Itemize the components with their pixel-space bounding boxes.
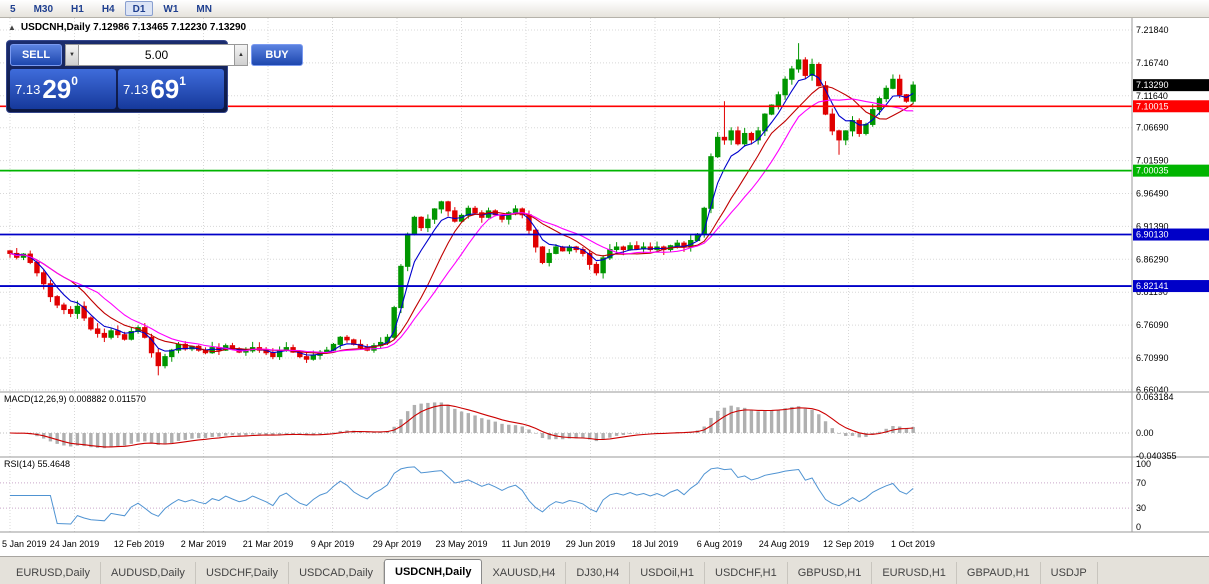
volume-input[interactable] xyxy=(79,44,234,66)
svg-text:7.11640: 7.11640 xyxy=(1136,91,1168,101)
chart-tab-usdjp[interactable]: USDJP xyxy=(1041,562,1098,584)
svg-text:12 Sep 2019: 12 Sep 2019 xyxy=(823,539,874,549)
timeframe-button-h1[interactable]: H1 xyxy=(71,4,84,15)
chart-tab-audusd-daily[interactable]: AUDUSD,Daily xyxy=(101,562,196,584)
chart-tab-eurusd-daily[interactable]: EURUSD,Daily xyxy=(6,562,101,584)
svg-text:18 Jul 2019: 18 Jul 2019 xyxy=(632,539,679,549)
svg-text:7.16740: 7.16740 xyxy=(1136,58,1169,68)
chart-symbol-label: USDCNH,Daily 7.12986 7.13465 7.12230 7.1… xyxy=(20,22,247,33)
svg-text:24 Aug 2019: 24 Aug 2019 xyxy=(759,539,810,549)
chart-tab-usdcnh-daily[interactable]: USDCNH,Daily xyxy=(384,559,483,584)
buy-price-prefix: 7.13 xyxy=(123,81,149,97)
volume-stepper: ▼ ▲ xyxy=(65,44,248,66)
timeframe-button-m30[interactable]: M30 xyxy=(33,4,54,15)
sell-price-point: 0 xyxy=(71,74,78,88)
svg-text:11 Jun 2019: 11 Jun 2019 xyxy=(502,539,551,549)
timeframe-toolbar: 5 M30 H1 H4 D1 W1 MN xyxy=(0,0,1209,18)
svg-text:6 Aug 2019: 6 Aug 2019 xyxy=(697,539,743,549)
timeframe-button-w1[interactable]: W1 xyxy=(163,4,179,15)
svg-text:7.21840: 7.21840 xyxy=(1136,25,1169,35)
chart-tab-usdcad-daily[interactable]: USDCAD,Daily xyxy=(289,562,385,584)
chart-tab-gbpaud-h1[interactable]: GBPAUD,H1 xyxy=(957,562,1041,584)
buy-price-display[interactable]: 7.13 69 1 xyxy=(118,69,224,109)
svg-text:21 Mar 2019: 21 Mar 2019 xyxy=(243,539,294,549)
svg-text:9 Apr 2019: 9 Apr 2019 xyxy=(311,539,355,549)
svg-text:0.063184: 0.063184 xyxy=(1136,392,1174,402)
svg-text:100: 100 xyxy=(1136,459,1151,469)
macd-indicator-label: MACD(12,26,9) 0.008882 0.011570 xyxy=(4,394,146,404)
buy-price-point: 1 xyxy=(179,74,186,88)
sell-price-pips: 29 xyxy=(42,74,72,104)
svg-text:30: 30 xyxy=(1136,503,1146,513)
svg-text:-0.040355: -0.040355 xyxy=(1136,451,1177,461)
chart-tabs-bar: EURUSD,Daily AUDUSD,Daily USDCHF,Daily USDC… xyxy=(0,556,1209,584)
sell-button[interactable]: SELL xyxy=(10,44,62,66)
chart-tab-eurusd-h1[interactable]: EURUSD,H1 xyxy=(872,562,957,584)
svg-text:70: 70 xyxy=(1136,478,1146,488)
timeframe-button-mn[interactable]: MN xyxy=(196,4,212,15)
chart-title: ▲ USDCNH,Daily 7.12986 7.13465 7.12230 7.… xyxy=(8,22,246,33)
svg-text:6.76090: 6.76090 xyxy=(1136,320,1169,330)
volume-increase-button[interactable]: ▲ xyxy=(234,44,248,66)
svg-text:29 Apr 2019: 29 Apr 2019 xyxy=(373,539,422,549)
svg-text:6.96490: 6.96490 xyxy=(1136,189,1169,199)
svg-text:6.90130: 6.90130 xyxy=(1136,230,1169,240)
svg-text:7.01590: 7.01590 xyxy=(1136,156,1169,166)
sell-price-display[interactable]: 7.13 29 0 xyxy=(10,69,116,109)
chart-tab-dj30-h4[interactable]: DJ30,H4 xyxy=(566,562,631,584)
buy-button[interactable]: BUY xyxy=(251,44,303,66)
svg-text:6.91390: 6.91390 xyxy=(1136,221,1169,231)
timeframe-button-d1[interactable]: D1 xyxy=(124,1,154,16)
chart-tab-usdchf-h1[interactable]: USDCHF,H1 xyxy=(705,562,788,584)
svg-text:0: 0 xyxy=(1136,522,1141,532)
timeframe-button-5[interactable]: 5 xyxy=(10,4,16,15)
trade-panel-collapse-icon[interactable]: ▲ xyxy=(8,23,16,32)
svg-text:6.82141: 6.82141 xyxy=(1136,281,1169,291)
volume-decrease-button[interactable]: ▼ xyxy=(65,44,79,66)
chart-tab-usdchf-daily[interactable]: USDCHF,Daily xyxy=(196,562,290,584)
chart-tab-gbpusd-h1[interactable]: GBPUSD,H1 xyxy=(788,562,873,584)
svg-text:5 Jan 2019: 5 Jan 2019 xyxy=(2,539,47,549)
svg-text:29 Jun 2019: 29 Jun 2019 xyxy=(566,539,616,549)
svg-text:1 Oct 2019: 1 Oct 2019 xyxy=(891,539,935,549)
svg-text:7.06690: 7.06690 xyxy=(1136,123,1169,133)
chart-tab-usdoil-h1[interactable]: USDOil,H1 xyxy=(630,562,705,584)
svg-text:7.00035: 7.00035 xyxy=(1136,166,1169,176)
one-click-trading-panel: SELL ▼ ▲ BUY 7.13 29 0 7.13 69 1 xyxy=(6,40,303,113)
timeframe-button-h4[interactable]: H4 xyxy=(101,4,115,15)
buy-price-pips: 69 xyxy=(150,74,180,104)
svg-text:23 May 2019: 23 May 2019 xyxy=(435,539,487,549)
svg-text:2 Mar 2019: 2 Mar 2019 xyxy=(181,539,227,549)
chart-tab-xauusd-h4[interactable]: XAUUSD,H4 xyxy=(482,562,567,584)
svg-text:7.10015: 7.10015 xyxy=(1136,101,1169,111)
svg-text:6.70990: 6.70990 xyxy=(1136,353,1169,363)
sell-price-prefix: 7.13 xyxy=(15,81,41,97)
svg-text:6.66040: 6.66040 xyxy=(1136,385,1169,395)
chart-window: 5 Jan 2019 24 Jan 2019 12 Feb 2019 2 Mar 20… xyxy=(0,18,1209,556)
svg-text:6.81190: 6.81190 xyxy=(1136,287,1168,297)
svg-text:7.13290: 7.13290 xyxy=(1136,80,1169,90)
svg-text:12 Feb 2019: 12 Feb 2019 xyxy=(114,539,165,549)
svg-text:24 Jan 2019: 24 Jan 2019 xyxy=(50,539,100,549)
svg-text:0.00: 0.00 xyxy=(1136,428,1154,438)
svg-text:6.86290: 6.86290 xyxy=(1136,254,1169,264)
rsi-indicator-label: RSI(14) 55.4648 xyxy=(4,459,71,469)
